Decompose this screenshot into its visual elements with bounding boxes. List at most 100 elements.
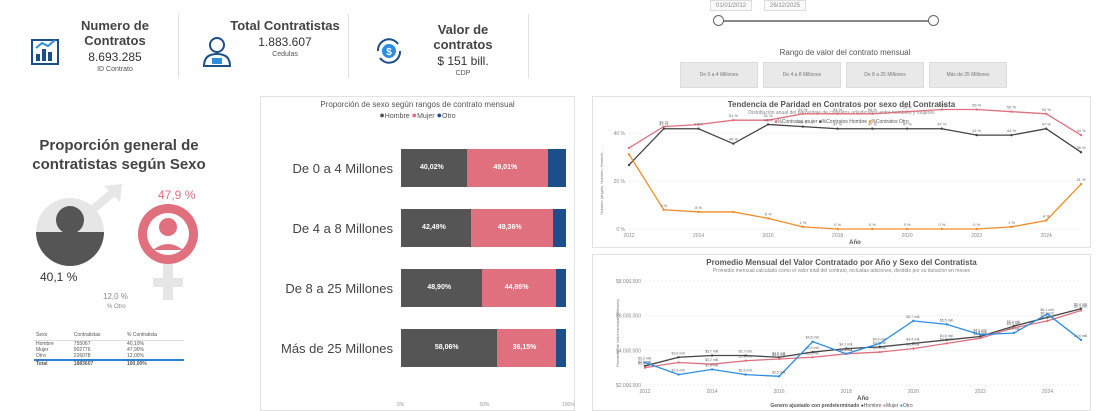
data-point (912, 319, 915, 323)
table-row: Otro 226078 12,00% (34, 353, 184, 360)
data-label: $6,3 mill. (1074, 304, 1088, 308)
kpi-title: Total Contratistas (230, 18, 340, 33)
table-row: Mujer 902776 47,90% (34, 347, 184, 353)
range-slicer-title: Rango de valor del contrato mensual (779, 48, 911, 57)
bar-segment-hombre[interactable] (401, 329, 497, 367)
chart-title: Proporción de sexo según rangos de contr… (320, 100, 515, 109)
data-point (801, 125, 805, 128)
data-point (1079, 307, 1083, 310)
bar-segment-otro[interactable] (547, 149, 566, 187)
data-point (744, 359, 747, 362)
legend-dot: ■ (868, 119, 872, 125)
bar-segment-mujer[interactable] (496, 329, 557, 367)
data-point (1012, 326, 1016, 329)
date-slider-start-handle[interactable] (713, 15, 724, 26)
range-button-0-4[interactable]: De 0 a 4 Millones (680, 62, 758, 88)
bar-category-label: De 0 a 4 Millones (292, 161, 393, 176)
series-line-contratoshombre (628, 123, 1082, 166)
data-point (940, 227, 944, 231)
y-tick-label: 40 % (614, 131, 626, 137)
data-label: $3,6 mill. (772, 351, 786, 355)
x-tick-label: 2018 (832, 233, 843, 239)
legend-dot: ■ (774, 119, 778, 125)
data-point (912, 342, 915, 345)
male-pct: 40,1 % (40, 270, 78, 284)
y-tick-label: 0 % (616, 227, 625, 233)
data-point (710, 363, 714, 366)
chart-subtitle: Distribución anual del porcentaje de con… (748, 110, 935, 116)
kpi-value: $ 151 bill. (437, 54, 489, 68)
data-point (912, 347, 915, 350)
data-point (1045, 127, 1048, 130)
x-tick-label: 2018 (841, 389, 852, 395)
data-point (1079, 133, 1083, 137)
table-header: Sexo (34, 331, 72, 341)
table-cell: 902776 (73, 346, 91, 353)
bar-segment-otro[interactable] (556, 329, 566, 367)
kpi-value: 8.693.285 (88, 50, 142, 64)
data-point (662, 125, 665, 128)
data-point (710, 354, 714, 357)
bar-segment-otro[interactable] (555, 269, 566, 307)
date-slider-end-handle[interactable] (928, 15, 939, 26)
data-label: 44 % (1007, 128, 1017, 133)
data-label: $3,7 mill. (705, 350, 719, 354)
bar-segment-mujer[interactable] (467, 149, 548, 187)
data-label: 55 % (1007, 105, 1017, 110)
data-point (777, 375, 781, 378)
data-point (811, 340, 814, 343)
y-tick-label: $4.000.000 (616, 348, 641, 354)
data-label: $5,5 mill. (940, 318, 954, 322)
data-label: 47 % (1042, 122, 1052, 127)
bar-segment-otro[interactable] (552, 209, 566, 247)
data-point (940, 108, 944, 111)
parity-line-chart: 0 % 20 % 40 % 2012 2014 2016 2018 2020 2022 2024 A… (599, 103, 1086, 246)
bar-segment-mujer[interactable] (481, 269, 556, 307)
data-label: $4,1 mill. (906, 343, 920, 347)
data-label: $3,2 mill. (705, 358, 719, 362)
data-label: $5,3 mill. (1007, 322, 1021, 326)
data-point (766, 123, 770, 126)
bar-data-label: 40,02% (420, 164, 444, 171)
data-point (627, 163, 631, 167)
bar-data-label: 44,86% (504, 284, 529, 291)
data-point (1079, 338, 1083, 342)
date-end-field[interactable]: 26/12/2025 (764, 0, 807, 11)
data-label: 55 % (903, 105, 913, 110)
data-point (1012, 331, 1016, 335)
bar-data-label: 58,06% (434, 344, 459, 351)
bar-segment-hombre[interactable] (401, 149, 468, 187)
data-point (1046, 316, 1049, 319)
bar-segment-hombre[interactable] (401, 209, 472, 247)
bar-segment-hombre[interactable] (401, 269, 482, 307)
legend-label: %Contratos Otro (871, 119, 909, 125)
data-point (766, 119, 770, 122)
range-button-25plus[interactable]: Más de 25 Millones (929, 62, 1007, 88)
data-point (744, 354, 747, 357)
range-button-4-8[interactable]: De 4 a 8 Millones (763, 62, 841, 88)
legend-label: Hombre (863, 403, 882, 409)
data-label: 51 % (729, 113, 739, 118)
chart-document-icon (31, 39, 59, 65)
data-point (732, 210, 735, 214)
data-label: $5,7 mill. (1040, 315, 1054, 319)
range-button-8-25[interactable]: De 8 a 25 Millones (846, 62, 924, 88)
x-axis-label: Año (857, 396, 869, 402)
data-point (836, 112, 839, 115)
date-slider-track[interactable] (719, 20, 934, 22)
date-start-field[interactable]: 01/01/2012 (710, 0, 753, 11)
data-point (1010, 225, 1013, 229)
legend-label: Otro (442, 113, 456, 120)
bar-segment-mujer[interactable] (471, 209, 553, 247)
data-point (945, 338, 949, 342)
data-label: 36 % (1076, 145, 1086, 150)
data-label: $2,6 mill. (739, 369, 753, 373)
male-icon (36, 184, 122, 266)
data-label: $4,4 mill. (873, 337, 887, 341)
x-tick-label: 100% (562, 402, 575, 408)
data-point (1045, 112, 1048, 115)
x-tick-label: 2020 (902, 233, 913, 239)
series-line-contratosotro (628, 153, 1082, 230)
data-point (979, 333, 982, 336)
table-cell: Mujer (36, 346, 49, 353)
